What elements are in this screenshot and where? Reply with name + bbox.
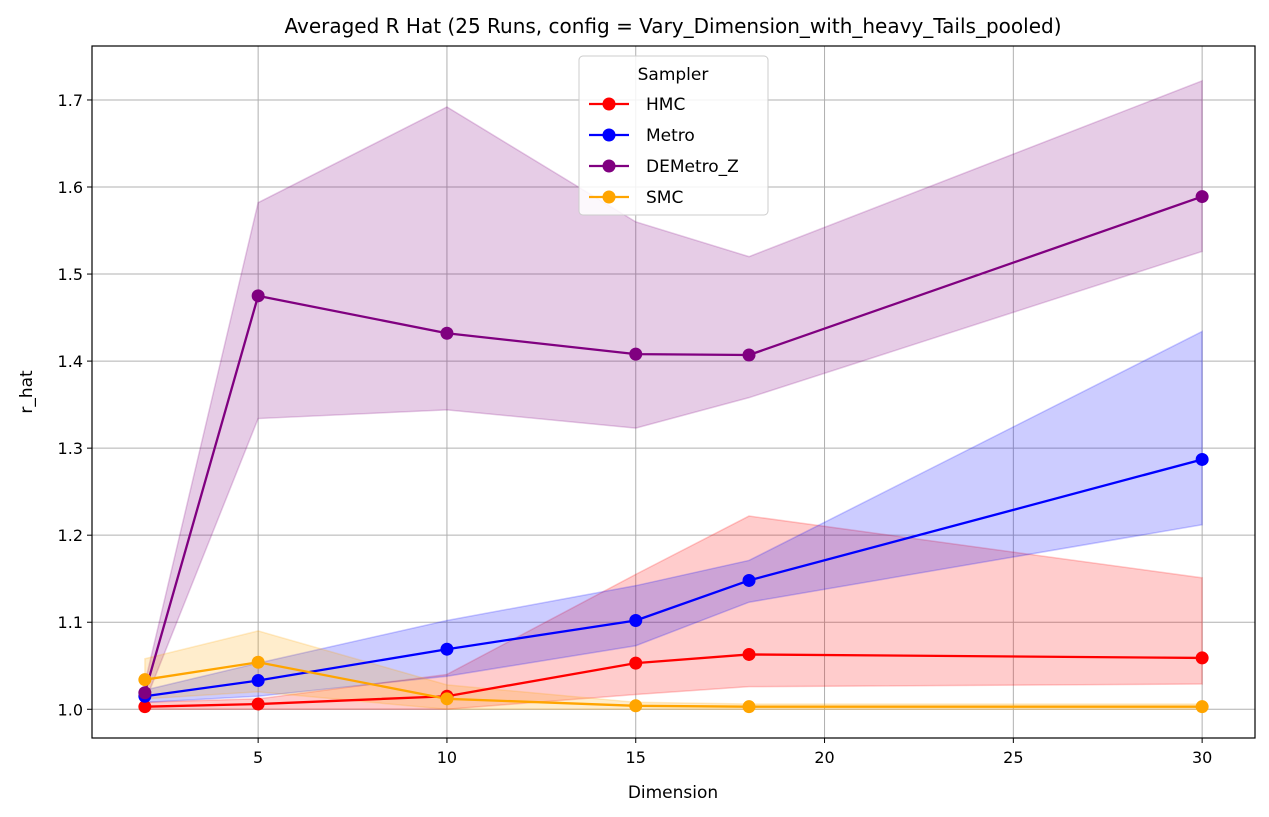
y-tick-label: 1.3 (58, 439, 83, 458)
series-line-HMC (144, 653, 1203, 708)
point-DEMetro_Z (440, 326, 454, 340)
y-tick-label: 1.5 (58, 265, 83, 284)
legend-marker-Metro (602, 128, 616, 142)
legend-marker-HMC (602, 97, 616, 111)
point-DEMetro_Z (742, 348, 756, 362)
series-line-SMC (144, 661, 1203, 708)
point-HMC (742, 647, 756, 661)
legend-label-HMC: HMC (646, 95, 685, 115)
y-axis-ticks: 1.0 1.1 1.2 1.3 1.4 1.5 1.6 1.7 (58, 91, 92, 719)
point-DEMetro_Z (629, 347, 643, 361)
y-tick-label: 1.2 (58, 526, 83, 545)
legend-marker-DEMetro_Z (602, 159, 616, 173)
point-HMC (251, 697, 265, 711)
series-markers (138, 190, 1209, 714)
x-tick-label: 20 (814, 748, 834, 767)
point-SMC (138, 673, 152, 687)
point-Metro (251, 674, 265, 688)
y-tick-label: 1.7 (58, 91, 83, 110)
point-DEMetro_Z (1195, 190, 1209, 204)
legend: Sampler HMC Metro DEMetro_Z SMC (578, 55, 769, 216)
y-axis-label: r_hat (17, 370, 37, 414)
point-DEMetro_Z (251, 289, 265, 303)
series-lines (143, 195, 1203, 708)
y-tick-label: 1.4 (58, 352, 83, 371)
x-tick-label: 15 (626, 748, 646, 767)
legend-marker-SMC (602, 190, 616, 204)
x-tick-label: 30 (1192, 748, 1212, 767)
x-axis-ticks: 5 10 15 20 25 30 (253, 738, 1212, 767)
legend-label-SMC: SMC (646, 188, 683, 208)
point-SMC (629, 699, 643, 713)
y-tick-label: 1.1 (58, 613, 83, 632)
point-HMC (138, 700, 152, 714)
legend-box (578, 55, 769, 216)
point-HMC (1195, 651, 1209, 665)
y-tick-label: 1.0 (58, 700, 83, 719)
legend-label-DEMetro_Z: DEMetro_Z (646, 157, 739, 177)
legend-label-Metro: Metro (646, 126, 695, 146)
point-SMC (1195, 700, 1209, 714)
point-DEMetro_Z (138, 686, 152, 700)
point-Metro (440, 642, 454, 656)
x-axis-label: Dimension (628, 783, 718, 803)
point-SMC (742, 700, 756, 714)
plot-frame (91, 45, 1256, 739)
series-line-DEMetro_Z (143, 195, 1203, 694)
x-tick-label: 25 (1003, 748, 1023, 767)
chart-title: Averaged R Hat (25 Runs, config = Vary_D… (284, 14, 1061, 38)
x-tick-label: 10 (437, 748, 457, 767)
series-line-Metro (144, 458, 1203, 698)
x-tick-label: 5 (253, 748, 263, 767)
point-Metro (742, 573, 756, 587)
point-Metro (1195, 452, 1209, 466)
point-HMC (629, 656, 643, 670)
point-SMC (440, 692, 454, 706)
point-SMC (251, 655, 265, 669)
point-Metro (629, 613, 643, 627)
legend-title: Sampler (638, 65, 709, 85)
band-DEMetro_Z (144, 79, 1203, 703)
y-tick-label: 1.6 (58, 178, 83, 197)
